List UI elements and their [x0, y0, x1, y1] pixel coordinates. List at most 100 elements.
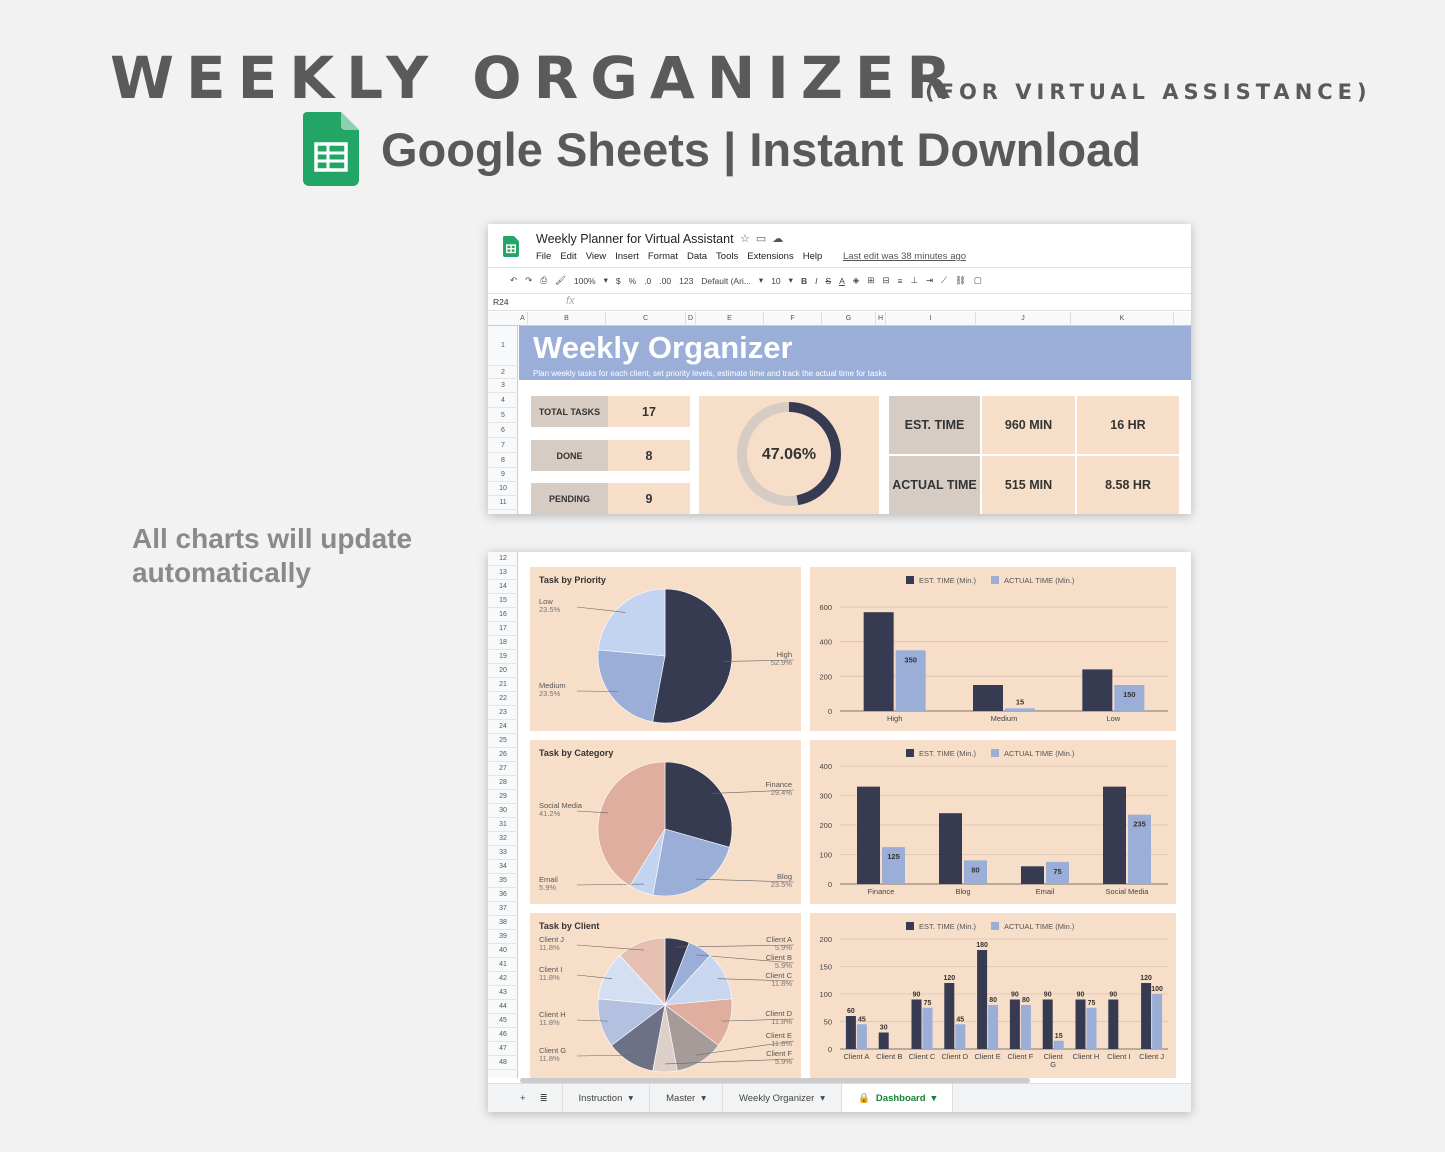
- add-sheet-icon[interactable]: +: [520, 1092, 526, 1104]
- row-header[interactable]: 5: [488, 408, 518, 423]
- rotate-icon[interactable]: ⟋: [941, 275, 948, 285]
- row-header[interactable]: 11: [488, 496, 518, 510]
- zoom-select[interactable]: 100%: [573, 275, 596, 286]
- column-header[interactable]: A: [518, 312, 528, 326]
- percent-button[interactable]: %: [628, 275, 637, 286]
- row-header[interactable]: 24: [488, 720, 518, 734]
- fill-color-icon[interactable]: ◈: [852, 275, 860, 285]
- row-header[interactable]: 21: [488, 678, 518, 692]
- menu-file[interactable]: File: [536, 251, 552, 262]
- row-header[interactable]: 2: [488, 366, 518, 379]
- row-header[interactable]: 42: [488, 972, 518, 986]
- italic-icon[interactable]: I: [815, 275, 818, 286]
- zoom-chevron-icon[interactable]: ▾: [603, 275, 608, 285]
- row-header[interactable]: 39: [488, 930, 518, 944]
- column-header[interactable]: D: [686, 312, 696, 326]
- borders-icon[interactable]: ⊞: [867, 275, 875, 285]
- column-header[interactable]: C: [606, 312, 686, 326]
- row-header[interactable]: 8: [488, 453, 518, 468]
- name-box[interactable]: R24: [493, 297, 509, 307]
- star-icon[interactable]: ☆: [740, 233, 756, 245]
- row-header[interactable]: 15: [488, 594, 518, 608]
- all-sheets-icon[interactable]: ≣: [534, 1083, 563, 1112]
- comment-icon[interactable]: ▢: [973, 275, 982, 285]
- menu-view[interactable]: View: [585, 251, 607, 262]
- row-header[interactable]: 19: [488, 650, 518, 664]
- undo-icon[interactable]: ↶: [510, 275, 518, 285]
- row-header[interactable]: 7: [488, 438, 518, 453]
- menu-tools[interactable]: Tools: [716, 251, 739, 262]
- column-header[interactable]: K: [1071, 312, 1174, 326]
- row-header[interactable]: 14: [488, 580, 518, 594]
- menu-data[interactable]: Data: [686, 251, 708, 262]
- row-header[interactable]: 35: [488, 874, 518, 888]
- row-header[interactable]: 22: [488, 692, 518, 706]
- currency-button[interactable]: $: [615, 275, 621, 286]
- doc-title[interactable]: Weekly Planner for Virtual Assistant: [536, 232, 734, 246]
- column-header[interactable]: I: [886, 312, 976, 326]
- tab-weekly-organizer[interactable]: Weekly Organizer ▾: [723, 1083, 843, 1112]
- row-header[interactable]: 40: [488, 944, 518, 958]
- row-header[interactable]: 44: [488, 1000, 518, 1014]
- row-header[interactable]: 33: [488, 846, 518, 860]
- row-header[interactable]: 23: [488, 706, 518, 720]
- row-header[interactable]: 47: [488, 1042, 518, 1056]
- menu-edit[interactable]: Edit: [560, 251, 577, 262]
- column-header[interactable]: G: [822, 312, 876, 326]
- more-formats-button[interactable]: 123: [679, 275, 694, 286]
- row-header[interactable]: 4: [488, 393, 518, 408]
- cloud-icon[interactable]: ☁: [772, 233, 790, 245]
- row-header[interactable]: 1: [488, 326, 518, 366]
- column-header[interactable]: H: [876, 312, 886, 326]
- column-header[interactable]: B: [528, 312, 606, 326]
- tab-master[interactable]: Master ▾: [650, 1083, 723, 1112]
- row-header[interactable]: 27: [488, 762, 518, 776]
- font-chevron-icon[interactable]: ▾: [758, 275, 764, 285]
- column-header[interactable]: F: [764, 312, 822, 326]
- font-size-select[interactable]: 10: [771, 275, 781, 286]
- row-header[interactable]: 34: [488, 860, 518, 874]
- paint-format-icon[interactable]: 🖌: [555, 275, 566, 285]
- row-header[interactable]: 37: [488, 902, 518, 916]
- row-header[interactable]: 48: [488, 1056, 518, 1070]
- wrap-icon[interactable]: ⇥: [925, 275, 934, 285]
- tab-dashboard[interactable]: 🔒 Dashboard ▾: [842, 1083, 954, 1112]
- row-header[interactable]: 25: [488, 734, 518, 748]
- font-select[interactable]: Default (Ari...: [701, 275, 751, 286]
- row-header[interactable]: 41: [488, 958, 518, 972]
- row-header[interactable]: 26: [488, 748, 518, 762]
- redo-icon[interactable]: ↷: [525, 275, 533, 285]
- horizontal-scrollbar[interactable]: [520, 1078, 1030, 1083]
- menu-insert[interactable]: Insert: [615, 251, 639, 262]
- row-header[interactable]: 9: [488, 468, 518, 482]
- row-header[interactable]: 13: [488, 566, 518, 580]
- row-header[interactable]: 28: [488, 776, 518, 790]
- text-color-icon[interactable]: A: [839, 275, 845, 286]
- row-header[interactable]: 6: [488, 423, 518, 438]
- decrease-decimal-button[interactable]: .0: [644, 275, 652, 286]
- row-header[interactable]: 16: [488, 608, 518, 622]
- folder-icon[interactable]: ▭: [755, 233, 773, 245]
- row-header[interactable]: 36: [488, 888, 518, 902]
- print-icon[interactable]: ⎙: [540, 275, 548, 285]
- strikethrough-icon[interactable]: S: [825, 275, 832, 286]
- row-header[interactable]: 30: [488, 804, 518, 818]
- row-header[interactable]: 3: [488, 379, 518, 393]
- align-icon[interactable]: ≡: [897, 275, 903, 286]
- row-header[interactable]: 46: [488, 1028, 518, 1042]
- valign-icon[interactable]: ⊥: [910, 275, 918, 285]
- column-header[interactable]: J: [976, 312, 1071, 326]
- menu-help[interactable]: Help: [802, 251, 823, 262]
- row-header[interactable]: 32: [488, 832, 518, 846]
- row-header[interactable]: 43: [488, 986, 518, 1000]
- link-icon[interactable]: ⛓: [955, 275, 966, 285]
- row-header[interactable]: 17: [488, 622, 518, 636]
- row-header[interactable]: 10: [488, 482, 518, 496]
- last-edit-link[interactable]: Last edit was 38 minutes ago: [843, 251, 967, 262]
- row-header[interactable]: 20: [488, 664, 518, 678]
- row-header[interactable]: 18: [488, 636, 518, 650]
- column-header[interactable]: E: [696, 312, 764, 326]
- row-header[interactable]: 38: [488, 916, 518, 930]
- increase-decimal-button[interactable]: .00: [659, 275, 672, 286]
- merge-cells-icon[interactable]: ⊟: [882, 275, 890, 285]
